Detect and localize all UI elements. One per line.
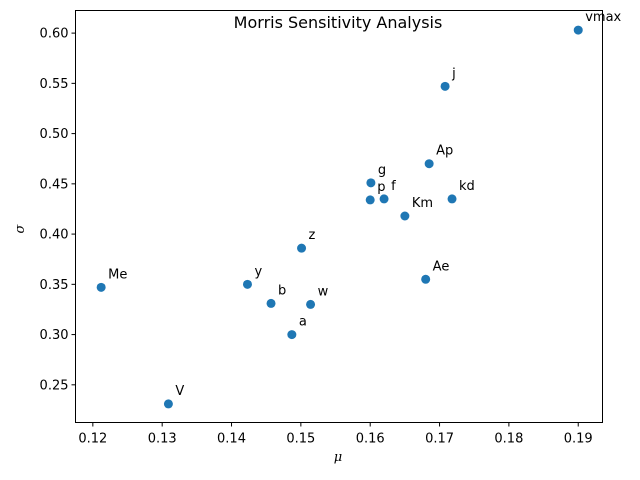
data-point bbox=[306, 299, 316, 309]
y-tick-label: 0.45 bbox=[40, 177, 69, 192]
y-tick-label: 0.60 bbox=[40, 27, 69, 42]
y-tick-label: 0.30 bbox=[40, 328, 69, 343]
point-label: Ap bbox=[436, 144, 453, 159]
plot-area: vmax j Ap gp f kd Km z Ae Me y b w a V bbox=[96, 10, 622, 409]
data-point bbox=[447, 194, 457, 204]
data-point bbox=[573, 25, 583, 35]
x-tick-label: 0.14 bbox=[217, 432, 246, 447]
data-point bbox=[365, 195, 375, 205]
point-label: g bbox=[378, 163, 386, 178]
x-axis-title: μ bbox=[334, 450, 342, 465]
point-label: y bbox=[254, 264, 262, 279]
y-tick-label: 0.25 bbox=[40, 378, 69, 393]
x-tick-label: 0.17 bbox=[425, 432, 454, 447]
point-label: z bbox=[309, 228, 316, 243]
y-axis-title: σ bbox=[13, 223, 28, 233]
x-tick-label: 0.16 bbox=[356, 432, 385, 447]
point-label: Ae bbox=[433, 259, 450, 274]
point-label: f bbox=[391, 179, 396, 194]
data-point bbox=[96, 282, 106, 292]
data-point bbox=[379, 194, 389, 204]
y-axis: 0.25 0.30 0.35 0.40 0.45 0.50 0.55 0.60 bbox=[40, 27, 76, 393]
data-point bbox=[242, 279, 252, 289]
x-tick-label: 0.15 bbox=[286, 432, 315, 447]
plot-frame bbox=[75, 10, 603, 423]
data-point bbox=[421, 274, 431, 284]
point-label: V bbox=[175, 384, 184, 399]
point-label: Km bbox=[412, 196, 433, 211]
point-label: p bbox=[377, 180, 385, 195]
point-label: b bbox=[278, 283, 286, 298]
y-tick-label: 0.35 bbox=[40, 278, 69, 293]
x-axis: 0.12 0.13 0.14 0.15 0.16 0.17 0.18 0.19 bbox=[78, 422, 593, 447]
data-point bbox=[440, 81, 450, 91]
point-label: kd bbox=[459, 179, 475, 194]
data-point bbox=[424, 159, 434, 169]
data-point bbox=[400, 211, 410, 221]
point-label: a bbox=[299, 315, 307, 330]
point-label: Me bbox=[108, 267, 127, 282]
x-tick-label: 0.19 bbox=[564, 432, 593, 447]
y-tick-label: 0.40 bbox=[40, 228, 69, 243]
chart-title: Morris Sensitivity Analysis bbox=[234, 13, 443, 32]
y-tick-label: 0.50 bbox=[40, 127, 69, 142]
point-label: vmax bbox=[585, 10, 621, 25]
point-label: w bbox=[318, 284, 329, 299]
x-tick-label: 0.13 bbox=[148, 432, 177, 447]
x-tick-label: 0.12 bbox=[78, 432, 107, 447]
data-point bbox=[163, 399, 173, 409]
data-point bbox=[266, 298, 276, 308]
point-label: j bbox=[451, 66, 456, 81]
data-point bbox=[366, 178, 376, 188]
y-tick-label: 0.55 bbox=[40, 77, 69, 92]
data-point bbox=[287, 330, 297, 340]
data-point bbox=[297, 243, 307, 253]
x-tick-label: 0.18 bbox=[494, 432, 523, 447]
